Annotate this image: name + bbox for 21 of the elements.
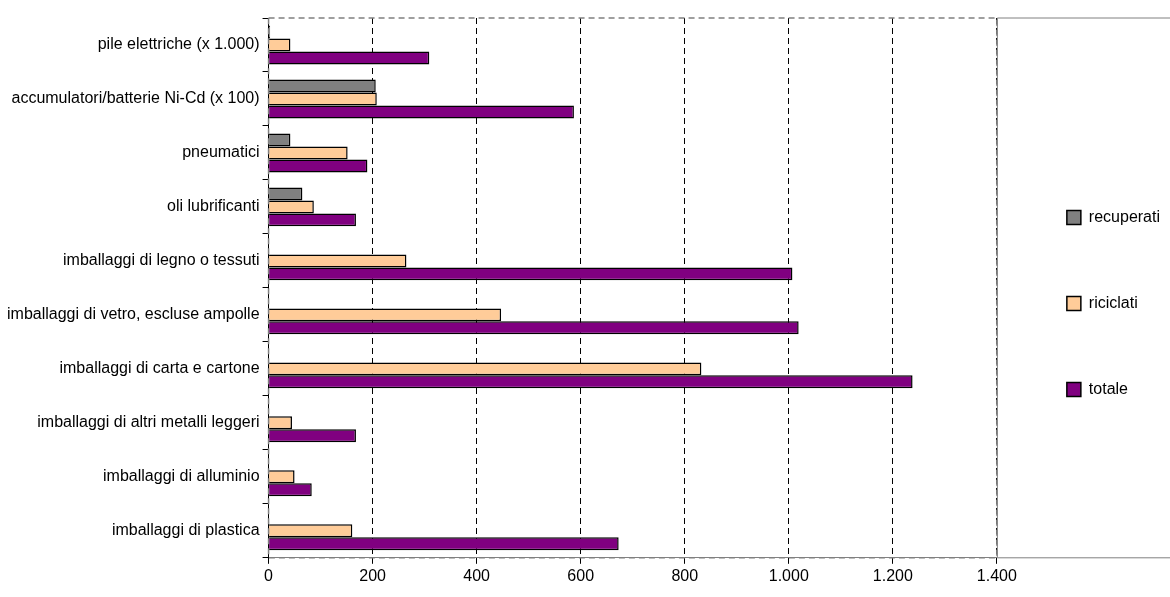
x-tick-label: 400 (463, 566, 491, 584)
legend-label: totale (1088, 379, 1129, 397)
y-tick-label: imballaggi di alluminio (103, 467, 260, 485)
y-tick-label: imballaggi di legno o tessuti (63, 251, 260, 269)
y-tick-label: imballaggi di plastica (111, 521, 260, 539)
y-tick-label: imballaggi di carta e cartone (59, 359, 260, 377)
x-tick-label: 800 (671, 566, 699, 584)
y-tick-label: pile elettriche (x 1.000) (97, 35, 260, 53)
legend-label: recuperati (1088, 207, 1161, 225)
y-tick-label: imballaggi di altri metalli leggeri (37, 413, 260, 431)
x-tick-label: 200 (359, 566, 387, 584)
y-tick-label: accumulatori/batterie Ni-Cd (x 100) (11, 89, 260, 107)
x-tick-label: 600 (567, 566, 595, 584)
legend-label: riciclati (1088, 293, 1138, 311)
x-tick-label: 1.400 (976, 566, 1017, 584)
y-tick-label: pneumatici (182, 143, 260, 161)
y-tick-label: oli lubrificanti (167, 197, 260, 215)
x-tick-label: 0 (264, 566, 274, 584)
x-tick-label: 1.200 (872, 566, 913, 584)
y-tick-label: imballaggi di vetro, escluse ampolle (6, 305, 260, 323)
x-tick-label: 1.000 (768, 566, 809, 584)
